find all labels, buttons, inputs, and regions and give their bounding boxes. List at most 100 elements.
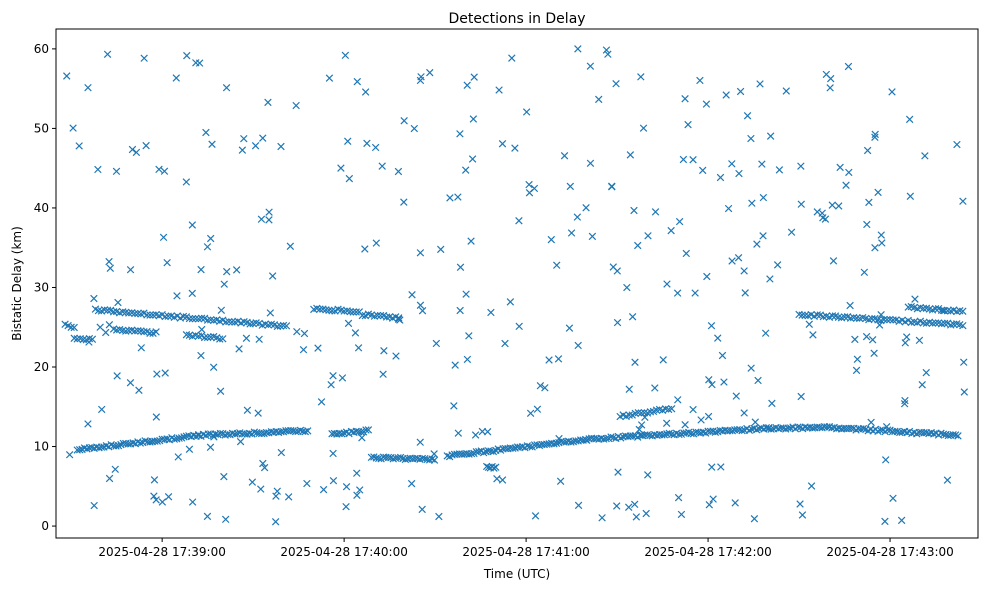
detection-point <box>426 68 434 77</box>
detection-point <box>164 312 172 320</box>
detection-point <box>931 304 940 313</box>
detection-point <box>752 426 761 434</box>
detection-point <box>152 496 160 504</box>
detection-point <box>714 334 722 342</box>
detection-point <box>109 307 118 316</box>
detection-point <box>384 453 393 462</box>
detection-point <box>303 479 311 488</box>
detection-point <box>344 137 352 145</box>
x-tick-label: 2025-04-28 17:40:00 <box>280 545 407 559</box>
detection-point <box>150 476 159 484</box>
detection-point <box>734 254 743 262</box>
detection-point <box>182 178 191 186</box>
detection-point <box>631 358 639 366</box>
detection-point <box>582 204 590 212</box>
detection-point <box>637 421 646 429</box>
detections-series <box>61 45 969 526</box>
detection-point <box>203 512 212 521</box>
detection-point <box>689 405 697 414</box>
detection-point <box>705 501 714 509</box>
x-tick-label: 2025-04-28 17:42:00 <box>644 545 771 559</box>
detection-point <box>454 429 463 437</box>
detection-point <box>498 140 507 148</box>
detection-point <box>662 419 671 427</box>
detection-point <box>467 237 475 245</box>
detection-point <box>131 327 139 335</box>
detection-point <box>198 325 206 334</box>
detection-point <box>126 265 135 274</box>
detection-point <box>674 493 683 502</box>
detection-point <box>667 226 675 235</box>
detection-point <box>273 322 282 331</box>
detection-point <box>630 206 638 215</box>
detection-point <box>112 167 121 176</box>
detection-point <box>813 311 821 319</box>
detection-point <box>566 182 575 191</box>
detection-point <box>612 79 620 88</box>
detection-point <box>667 405 676 413</box>
detection-point <box>555 434 563 443</box>
detection-point <box>342 482 351 491</box>
detection-point <box>182 331 191 339</box>
detection-point <box>859 424 868 433</box>
detection-point <box>203 243 212 251</box>
detection-point <box>265 208 273 216</box>
detection-point <box>471 431 480 439</box>
detection-point <box>951 431 960 439</box>
detection-point <box>531 512 540 520</box>
detection-point <box>105 474 114 483</box>
detection-point <box>149 311 157 319</box>
detection-point <box>768 399 776 408</box>
detection-point <box>904 303 912 311</box>
detection-point <box>222 83 231 92</box>
detection-point <box>379 370 387 378</box>
detection-point <box>794 423 802 431</box>
detection-point <box>626 151 635 159</box>
detection-point <box>342 502 350 511</box>
detection-point <box>906 192 915 201</box>
detection-point <box>797 392 805 401</box>
detection-point <box>265 216 273 224</box>
detection-point <box>188 498 197 506</box>
detection-point <box>722 91 730 99</box>
detection-point <box>515 217 523 225</box>
detection-point <box>418 505 426 514</box>
detection-point <box>880 315 888 324</box>
detection-point <box>644 232 652 240</box>
detection-point <box>126 379 135 387</box>
detection-point <box>718 351 727 360</box>
detection-point <box>451 361 459 369</box>
detection-point <box>400 198 408 206</box>
detection-point <box>720 378 728 386</box>
y-tick-label: 60 <box>34 42 49 56</box>
x-axis-title: Time (UTC) <box>483 567 550 581</box>
detection-point <box>834 313 843 322</box>
detection-point <box>506 298 515 306</box>
detection-point <box>574 45 582 53</box>
detection-point <box>637 431 646 439</box>
detection-point <box>371 143 380 152</box>
detection-point <box>470 73 478 81</box>
detection-point <box>787 228 796 236</box>
detection-point <box>675 430 683 439</box>
detection-point <box>125 309 133 317</box>
detection-point <box>728 160 736 168</box>
detection-point <box>279 321 288 330</box>
detection-point <box>871 244 879 252</box>
detection-point <box>142 141 150 150</box>
detection-point <box>282 322 291 330</box>
detection-point <box>881 456 890 464</box>
detection-point <box>573 213 582 221</box>
detection-point <box>204 430 212 438</box>
detection-point <box>828 312 837 320</box>
detection-point <box>90 501 98 510</box>
detection-point <box>240 134 248 143</box>
detection-point <box>217 306 226 315</box>
detection-point <box>340 307 348 315</box>
detection-point <box>852 366 861 375</box>
detection-point <box>574 501 583 510</box>
detection-point <box>364 426 373 434</box>
detection-point <box>456 130 464 138</box>
